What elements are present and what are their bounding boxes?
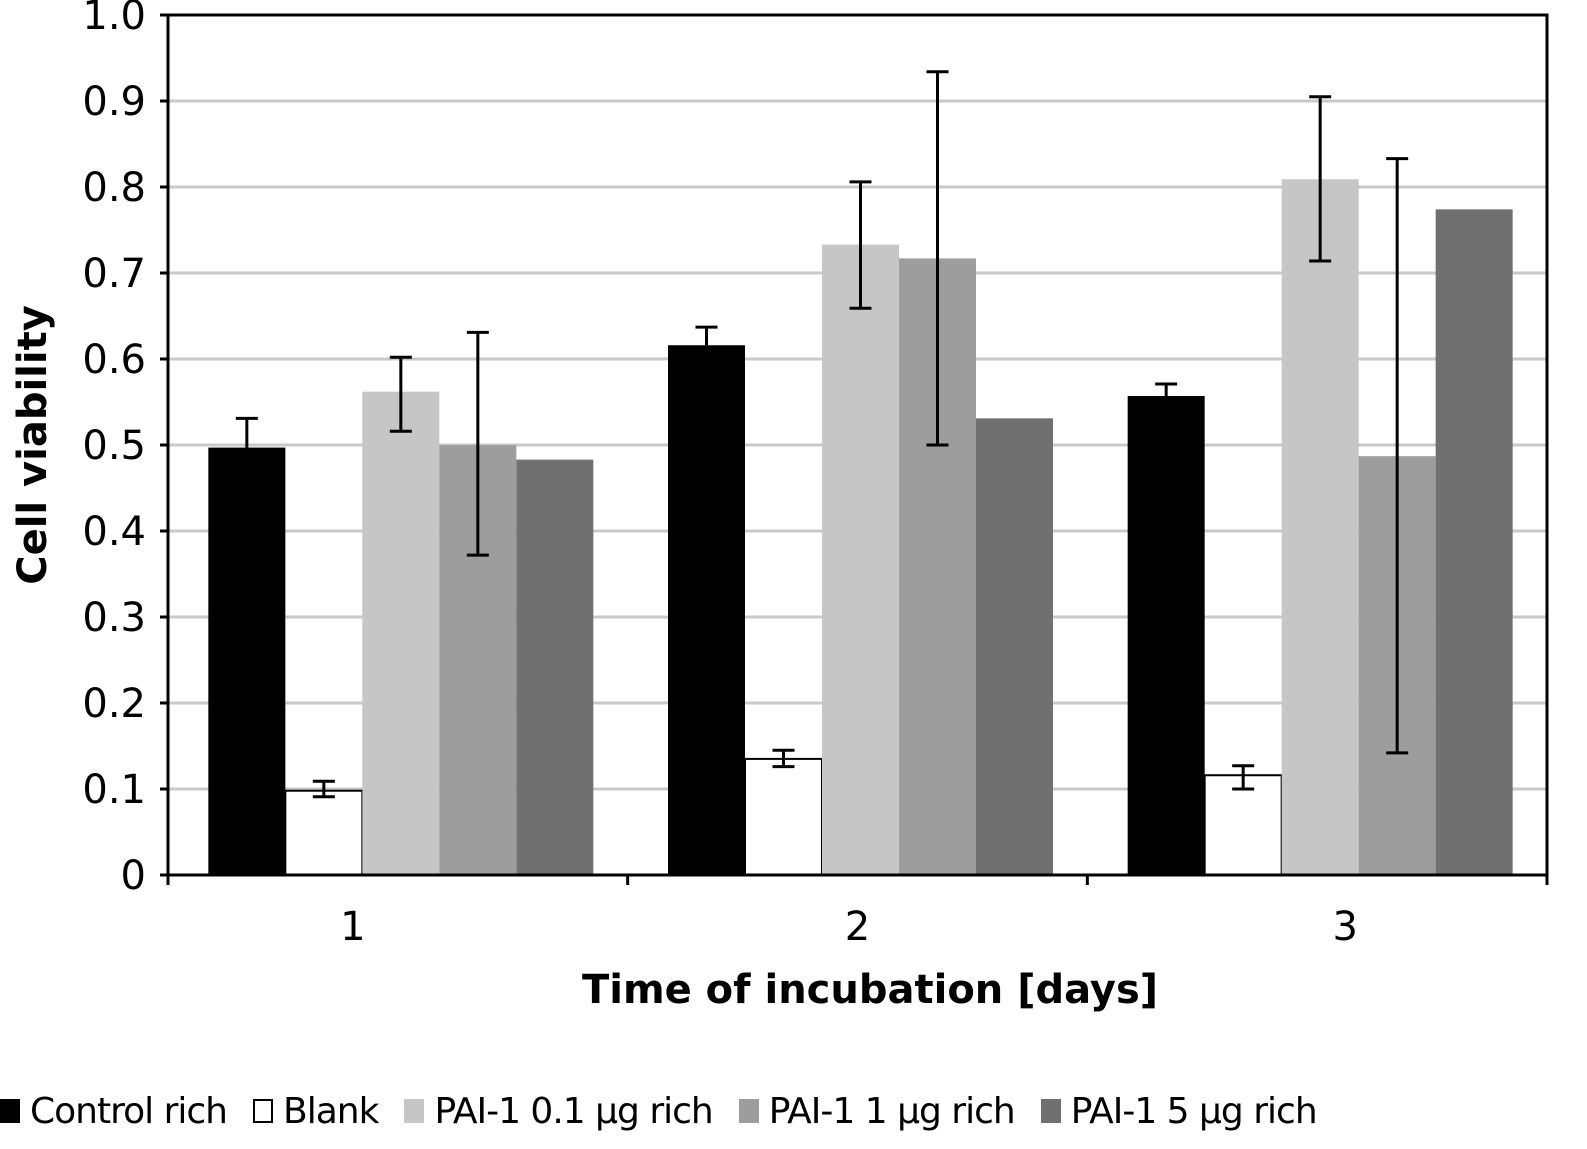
x-tick-label: 1 <box>340 904 365 950</box>
bar <box>1203 774 1283 876</box>
bar <box>1127 395 1205 875</box>
y-tick-label: 0.9 <box>82 79 146 125</box>
legend-swatch <box>738 1099 759 1123</box>
axes <box>160 13 1549 885</box>
x-axis-title: Time of incubation [days] <box>582 967 1158 1013</box>
bar-chart: 0 0.1 0.2 0.3 0.4 0.5 0.6 0.7 0.8 0.9 1.0 1 2 3 Cell… <box>10 0 1549 1013</box>
y-tick-label: 0.7 <box>82 251 146 297</box>
legend-item: PAI-1 1 µg rich <box>738 1090 1016 1132</box>
legend-item: PAI-1 5 µg rich <box>1040 1090 1318 1132</box>
bar <box>976 418 1053 875</box>
legend-swatch <box>0 1099 20 1123</box>
legend-label: Blank <box>283 1090 379 1132</box>
y-tick-label: 0.5 <box>82 423 146 469</box>
bar <box>208 447 286 875</box>
legend-swatch <box>253 1099 273 1123</box>
legend-swatch <box>404 1099 425 1123</box>
bar <box>516 459 594 875</box>
y-tick-label: 0.6 <box>82 337 146 383</box>
y-tick-label: 0.1 <box>82 767 146 813</box>
x-tick-labels: 1 2 3 <box>340 904 1358 950</box>
y-axis-title: Cell viability <box>10 305 56 585</box>
y-tick-label: 0.3 <box>82 595 146 641</box>
x-tick-label: 2 <box>845 904 870 950</box>
bar <box>1435 209 1513 876</box>
y-tick-label: 0 <box>121 853 146 899</box>
x-tick-label: 3 <box>1332 904 1357 950</box>
plot-frame <box>166 13 1549 877</box>
legend-item: Control rich <box>0 1090 228 1132</box>
bar <box>822 244 899 875</box>
y-tick-label: 0.2 <box>82 681 146 727</box>
bar <box>362 391 440 875</box>
bars <box>208 179 1513 877</box>
bar <box>744 757 823 877</box>
y-tick-label: 0.4 <box>82 509 146 555</box>
legend: Control rich Blank PAI-1 0.1 µg rich PAI-1 … <box>0 1086 1587 1136</box>
legend-item: PAI-1 0.1 µg rich <box>404 1090 714 1132</box>
legend-label: PAI-1 0.1 µg rich <box>434 1090 713 1132</box>
y-tick-labels: 0 0.1 0.2 0.3 0.4 0.5 0.6 0.7 0.8 0.9 1.0 <box>82 0 146 899</box>
bar <box>1281 179 1359 875</box>
legend-label: PAI-1 5 µg rich <box>1070 1090 1318 1132</box>
legend-swatch <box>1040 1099 1061 1123</box>
error-bars <box>235 70 1409 799</box>
legend-label: Control rich <box>30 1090 228 1132</box>
bar <box>284 789 364 876</box>
y-tick-label: 0.8 <box>82 165 146 211</box>
legend-item: Blank <box>253 1090 379 1132</box>
bar <box>668 345 745 875</box>
legend-label: PAI-1 1 µg rich <box>768 1090 1016 1132</box>
y-tick-label: 1.0 <box>82 0 146 39</box>
